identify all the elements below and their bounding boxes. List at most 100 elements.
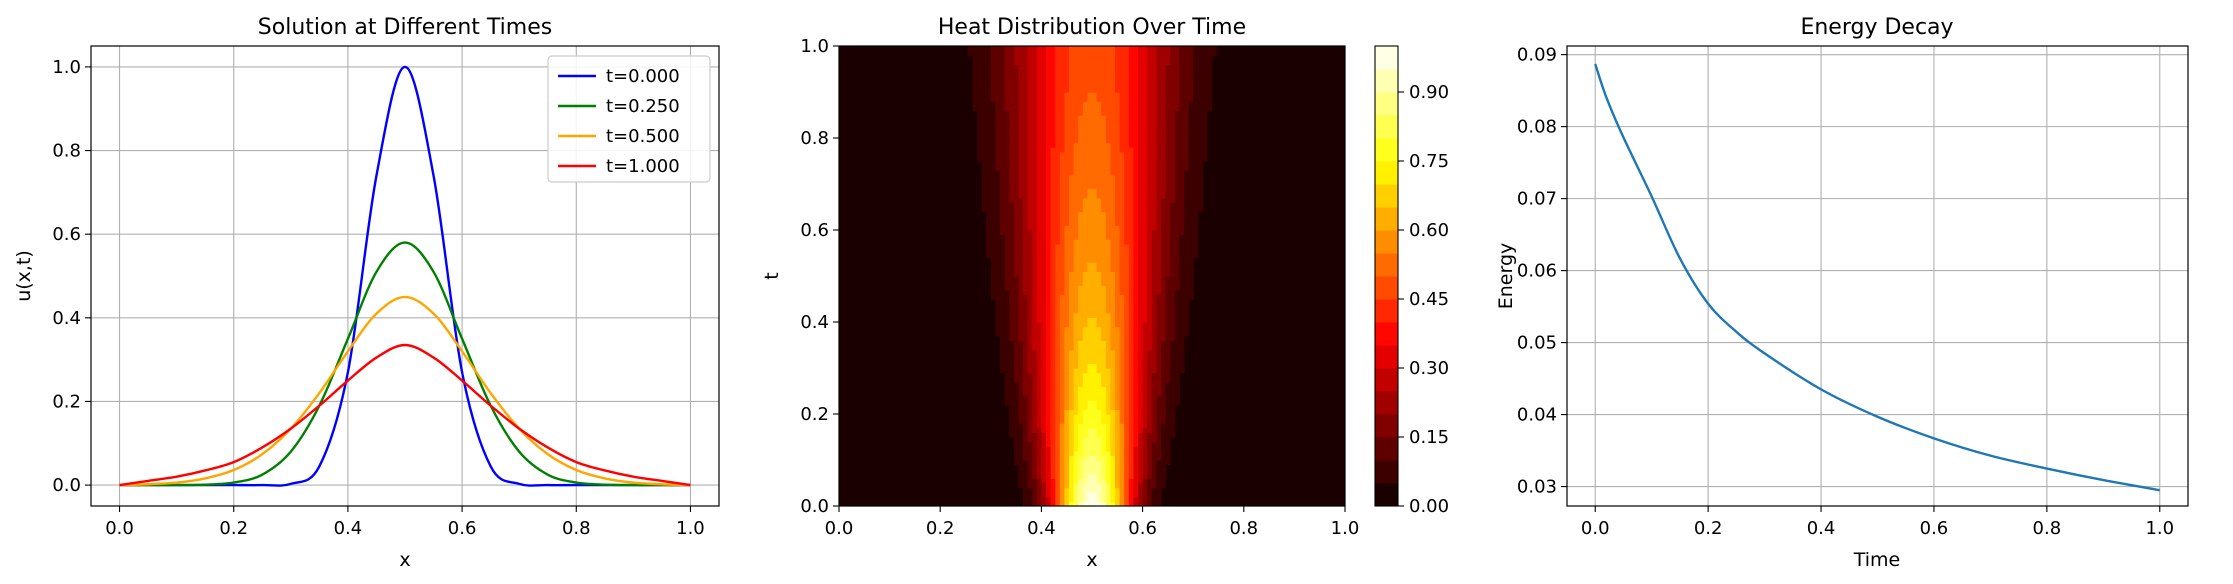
heatmap-cell xyxy=(1161,473,1167,479)
heatmap-cell xyxy=(1064,161,1070,167)
heatmap-cell xyxy=(1069,115,1075,121)
heatmap-cell xyxy=(1161,285,1167,291)
heatmap-cell xyxy=(1147,193,1153,199)
heatmap-cell xyxy=(1046,220,1052,226)
heatmap-cell xyxy=(1004,354,1010,360)
heatmap-cell xyxy=(1138,87,1144,93)
heatmap-cell xyxy=(977,50,983,56)
heatmap-cell xyxy=(1059,437,1065,443)
heatmap-cell xyxy=(1124,50,1130,56)
heatmap-cell xyxy=(1018,391,1024,397)
heatmap-cell xyxy=(1179,317,1185,323)
heatmap-cell xyxy=(1078,193,1084,199)
heatmap-cell xyxy=(1105,345,1111,351)
heatmap-cell xyxy=(1055,437,1061,443)
heatmap-cell xyxy=(1188,243,1194,249)
heatmap-cell xyxy=(1156,230,1162,236)
heatmap-cell xyxy=(1096,69,1102,75)
heatmap-cell xyxy=(1188,220,1194,226)
heatmap-cell xyxy=(1092,239,1098,245)
heatmap-cell xyxy=(1055,262,1061,268)
heatmap-cell xyxy=(1119,188,1125,194)
heatmap-cell xyxy=(1151,473,1157,479)
heatmap-cell xyxy=(1096,308,1102,314)
colorbar-level xyxy=(1375,483,1398,507)
heatmap-cell xyxy=(1087,496,1093,502)
heatmap-cell xyxy=(1115,345,1121,351)
heatmap-cell xyxy=(1059,349,1065,355)
heatmap-cell xyxy=(1073,202,1079,208)
heatmap-cell xyxy=(1073,450,1079,456)
heatmap-cell xyxy=(1087,358,1093,364)
heatmap-cell xyxy=(1128,331,1134,337)
heatmap-cell xyxy=(1064,257,1070,263)
heatmap-cell xyxy=(1036,487,1042,493)
heatmap-cell xyxy=(1046,450,1052,456)
heatmap-cell xyxy=(1124,257,1130,263)
heatmap-cell xyxy=(1069,280,1075,286)
heatmap-cell xyxy=(1036,110,1042,116)
heatmap-cell xyxy=(995,331,1001,337)
heatmap-cell xyxy=(1078,115,1084,121)
heatmap-cell xyxy=(1138,188,1144,194)
heatmap-cell xyxy=(995,73,1001,79)
heatmap-cell xyxy=(1032,151,1038,157)
heatmap-cell xyxy=(981,115,987,121)
heatmap-cell xyxy=(1092,280,1098,286)
heatmap-cell xyxy=(1000,156,1006,162)
heatmap-cell xyxy=(1179,96,1185,102)
heatmap-cell xyxy=(1188,46,1194,52)
heatmap-cell xyxy=(1018,101,1024,107)
heatmap-cell xyxy=(1110,230,1116,236)
heatmap-cell xyxy=(1124,280,1130,286)
heatmap-cell xyxy=(1092,437,1098,443)
heatmap-cell xyxy=(1092,358,1098,364)
heatmap-cell xyxy=(1193,243,1199,249)
heatmap-cell xyxy=(1105,409,1111,415)
heatmap-cell xyxy=(1161,354,1167,360)
heatmap-cell xyxy=(1174,289,1180,295)
heatmap-cell xyxy=(1170,184,1176,190)
heatmap-cell xyxy=(1087,253,1093,259)
heatmap-cell xyxy=(1128,368,1134,374)
colorbar-tick-label: 0.30 xyxy=(1409,358,1449,379)
heatmap-cell xyxy=(1041,294,1047,300)
heatmap-cell xyxy=(1142,82,1148,88)
heatmap-cell xyxy=(1128,464,1134,470)
heatmap-cell xyxy=(1138,110,1144,116)
heatmap-cell xyxy=(1147,82,1153,88)
heatmap-cell xyxy=(1110,395,1116,401)
heatmap-cell xyxy=(1138,119,1144,125)
heatmap-cell xyxy=(1041,55,1047,61)
heatmap-cell xyxy=(1110,92,1116,98)
heatmap-cell xyxy=(1174,138,1180,144)
heatmap-cell xyxy=(1041,216,1047,222)
heatmap-cell xyxy=(1179,363,1185,369)
heatmap-cell xyxy=(1059,404,1065,410)
heatmap-cell xyxy=(1119,202,1125,208)
heatmap-cell xyxy=(1096,119,1102,125)
heatmap-cell xyxy=(1073,381,1079,387)
heatmap-cell xyxy=(1138,105,1144,111)
heatmap-cell xyxy=(1101,437,1107,443)
heatmap-cell xyxy=(1174,271,1180,277)
heatmap-cell xyxy=(1188,165,1194,171)
heatmap-cell xyxy=(1032,450,1038,456)
heatmap-cell xyxy=(1133,105,1139,111)
heatmap-cell xyxy=(1050,331,1056,337)
heatmap-cell xyxy=(1082,138,1088,144)
heatmap-cell xyxy=(1138,78,1144,84)
heatmap-cell xyxy=(1082,147,1088,153)
heatmap-cell xyxy=(1059,115,1065,121)
heatmap-cell xyxy=(1046,487,1052,493)
heatmap-cell xyxy=(1092,409,1098,415)
heatmap-cell xyxy=(1119,469,1125,475)
heatmap-cell xyxy=(1096,211,1102,217)
heatmap-cell xyxy=(1119,239,1125,245)
heatmap-cell xyxy=(1110,188,1116,194)
heatmap-cell xyxy=(1128,322,1134,328)
heatmap-cell xyxy=(1032,423,1038,429)
heatmap-cell xyxy=(1069,184,1075,190)
heatmap-cell xyxy=(1133,308,1139,314)
panel-energy: Energy Decay 0.0 0.2 0.4 0.6 0.8 1.00.030.040… xyxy=(1495,15,2189,571)
